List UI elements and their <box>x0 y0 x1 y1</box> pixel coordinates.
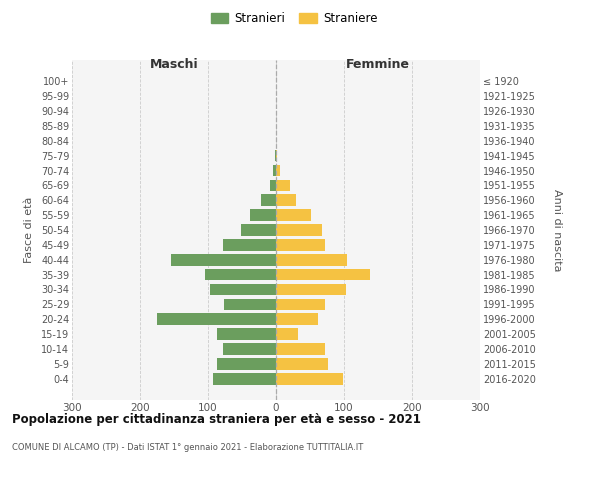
Bar <box>276 239 325 250</box>
Bar <box>276 298 325 310</box>
Bar <box>214 373 276 384</box>
Legend: Stranieri, Straniere: Stranieri, Straniere <box>207 8 381 28</box>
Bar <box>273 164 276 176</box>
Bar <box>217 358 276 370</box>
Bar <box>217 328 276 340</box>
Bar <box>276 314 318 325</box>
Text: Femmine: Femmine <box>346 58 410 71</box>
Bar <box>276 373 343 384</box>
Bar <box>276 210 311 221</box>
Bar <box>157 314 276 325</box>
Bar <box>170 254 276 266</box>
Bar <box>276 150 277 162</box>
Bar <box>250 210 276 221</box>
Bar <box>275 150 276 162</box>
Bar <box>224 298 276 310</box>
Bar <box>276 269 370 280</box>
Bar <box>276 328 298 340</box>
Bar <box>205 269 276 280</box>
Text: COMUNE DI ALCAMO (TP) - Dati ISTAT 1° gennaio 2021 - Elaborazione TUTTITALIA.IT: COMUNE DI ALCAMO (TP) - Dati ISTAT 1° ge… <box>12 442 363 452</box>
Bar <box>210 284 276 296</box>
Y-axis label: Fasce di età: Fasce di età <box>24 197 34 263</box>
Bar <box>276 180 290 191</box>
Bar <box>276 343 325 355</box>
Bar <box>223 239 276 250</box>
Y-axis label: Anni di nascita: Anni di nascita <box>553 188 562 271</box>
Bar <box>276 284 346 296</box>
Bar <box>276 224 322 236</box>
Bar <box>261 194 276 206</box>
Text: Maschi: Maschi <box>149 58 199 71</box>
Bar <box>223 343 276 355</box>
Text: Popolazione per cittadinanza straniera per età e sesso - 2021: Popolazione per cittadinanza straniera p… <box>12 412 421 426</box>
Bar <box>276 358 328 370</box>
Bar <box>276 164 280 176</box>
Bar <box>241 224 276 236</box>
Bar <box>276 194 296 206</box>
Bar <box>270 180 276 191</box>
Bar <box>276 254 347 266</box>
